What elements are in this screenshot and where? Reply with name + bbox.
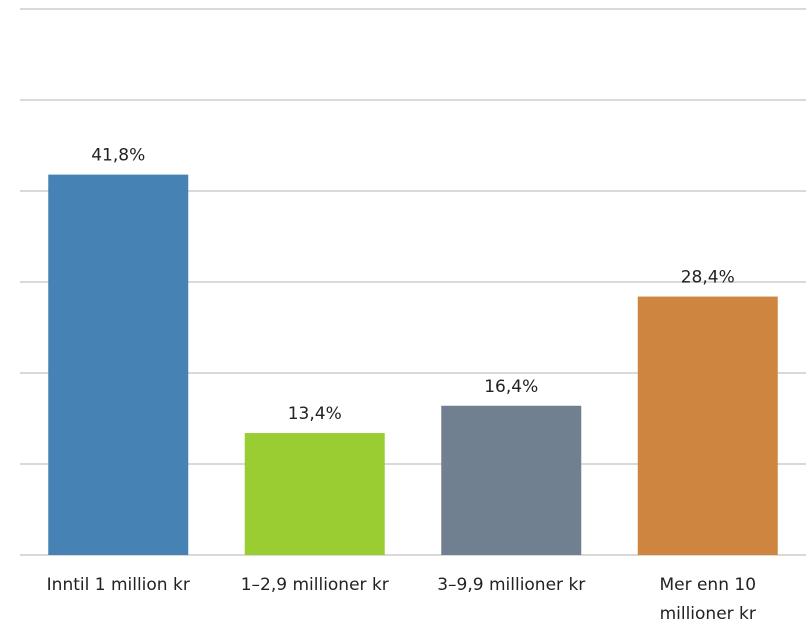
x-tick-label: 3–9,9 millioner kr	[437, 575, 585, 595]
x-tick-label: Mer enn 10 millioner kr	[659, 575, 756, 624]
value-label: 16,4%	[484, 377, 538, 397]
bar	[637, 296, 778, 555]
x-tick-label: 1–2,9 millioner kr	[241, 575, 389, 595]
x-tick-label: Inntil 1 million kr	[47, 575, 190, 595]
value-label: 41,8%	[91, 146, 145, 166]
value-label: 13,4%	[288, 404, 342, 424]
bar	[441, 405, 582, 555]
bar	[48, 174, 189, 555]
bar	[244, 433, 385, 555]
value-label: 28,4%	[681, 268, 735, 288]
